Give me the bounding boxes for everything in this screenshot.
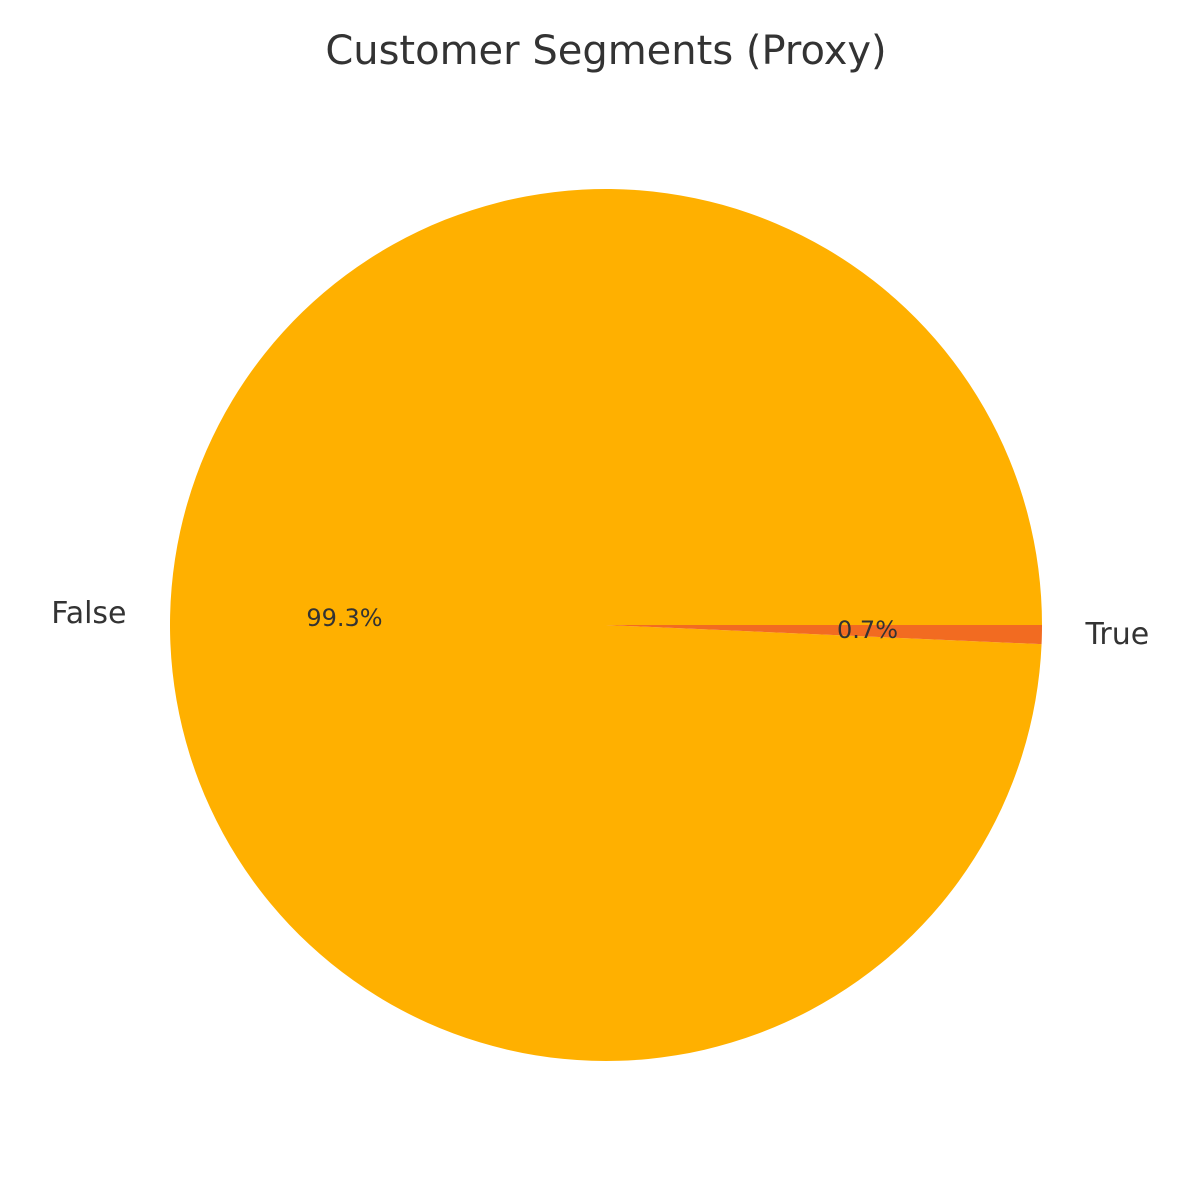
slice-label-true: True [1084,617,1149,652]
pie-slices [169,189,1042,1062]
pct-label-true: 0.7% [837,616,898,644]
chart-title: Customer Segments (Proxy) [325,28,886,74]
pie-slice-false [169,189,1042,1062]
pct-label-false: 99.3% [306,604,382,632]
pie-labels: False 99.3% True 0.7% [51,596,1149,652]
pie-slice-true [606,625,1042,645]
slice-label-false: False [51,596,126,631]
